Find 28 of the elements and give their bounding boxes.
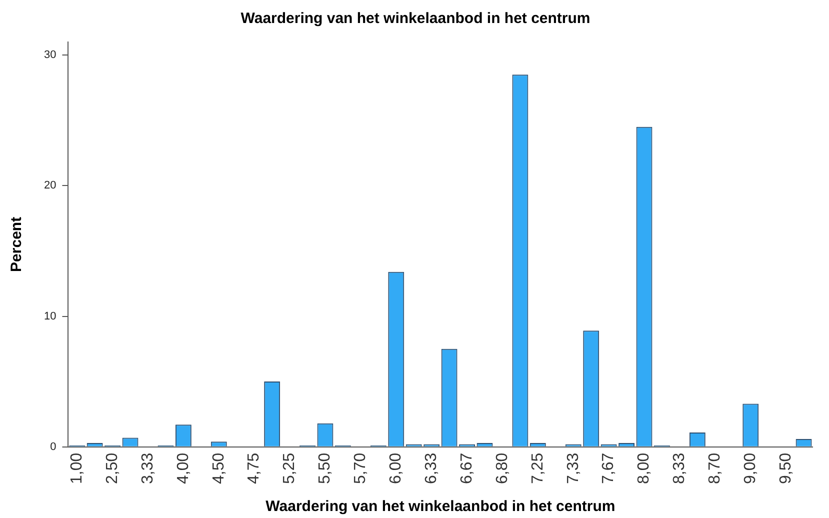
y-tick-label: 10 [44,310,56,322]
x-tick-label: 4,00 [174,452,192,484]
x-tick-label: 2,50 [104,452,121,484]
x-tick-label: 6,80 [494,452,511,484]
x-tick-label: 5,50 [316,452,334,484]
x-tick-label: 9,50 [777,452,794,484]
x-tick-label: 5,25 [281,452,298,484]
y-tick-label: 0 [50,440,56,453]
x-axis-title: Waardering van het winkelaanbod in het centrum [266,498,616,516]
x-tick-label: 1,00 [68,452,86,484]
x-tick-label: 3,33 [139,452,156,484]
x-tick-label: 9,00 [742,452,760,484]
x-tick-label: 8,70 [706,452,724,484]
y-axis-title: Percent [8,216,26,272]
chart-title: Waardering van het winkelaanbod in het centrum [240,10,590,28]
x-tick-label: 5,70 [352,452,370,484]
y-tick-label: 30 [44,49,56,62]
y-tick-label: 20 [44,180,56,192]
x-tick-label: 8,33 [671,452,688,484]
x-tick-label: 7,25 [529,452,546,484]
x-tick-label: 8,00 [636,452,653,484]
x-tick-label: 6,00 [388,452,405,484]
x-tick-label: 7,33 [564,452,582,484]
x-tick-label: 4,50 [210,452,228,484]
x-tick-label: 4,75 [246,452,263,484]
x-tick-label: 7,67 [600,452,618,484]
x-tick-label: 6,33 [422,452,440,484]
x-tick-label: 6,67 [458,452,476,484]
